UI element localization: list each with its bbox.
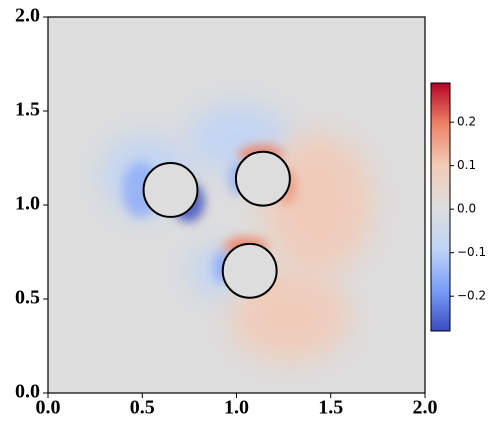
colorbar-tick-label: 0.2 [457,115,476,129]
y-tick-label: 0.5 [15,287,40,309]
x-tick-label: 0.5 [130,397,155,419]
body-outline [234,150,291,207]
colorbar-tick-label: −0.2 [457,289,486,303]
body-outline [142,162,199,218]
colorbar [430,82,451,332]
y-tick-label: 1.5 [15,99,40,121]
body-outline [221,242,278,299]
x-tick-label: 1.5 [318,397,343,419]
y-tick-label: 1.0 [15,193,40,215]
colorbar-tick-label: −0.1 [457,245,486,259]
colorbar-tick-label: 0.0 [457,202,476,216]
body-fill [143,163,198,217]
field-blob [262,133,373,274]
x-tick-label: 2.0 [413,397,438,419]
field [48,17,425,393]
x-tick-label: 0.0 [36,397,61,419]
body-fill [235,151,290,206]
y-tick-label: 0.0 [15,381,40,403]
y-tick-label: 2.0 [15,5,40,27]
colorbar-tick-label: 0.1 [457,158,476,172]
body-fill [222,243,277,298]
x-tick-label: 1.0 [224,397,249,419]
